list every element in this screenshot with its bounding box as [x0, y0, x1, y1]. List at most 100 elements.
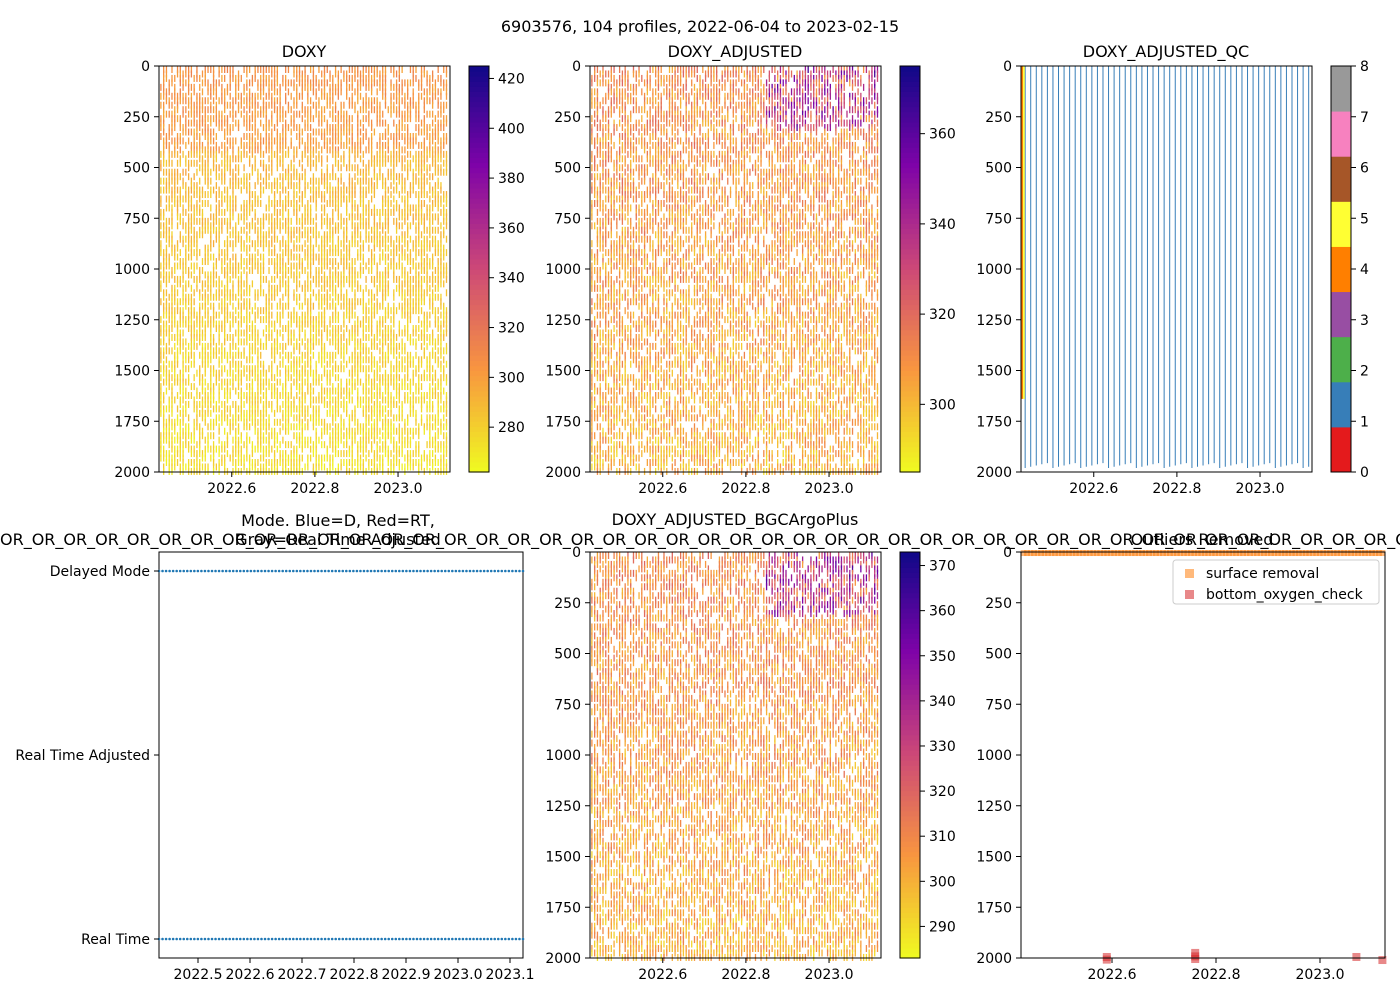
- profile-dash: [160, 396, 162, 404]
- profile-dash: [404, 177, 406, 185]
- profile-dash: [398, 329, 401, 337]
- profile-dash: [315, 405, 317, 413]
- profile-dash: [365, 369, 367, 377]
- profile-dash: [337, 405, 340, 413]
- profile-dash: [395, 356, 398, 364]
- profile-dash: [187, 240, 190, 248]
- profile-dash: [323, 137, 326, 145]
- profile-dash: [204, 445, 206, 453]
- profile-dash: [226, 124, 229, 132]
- profile-dash: [246, 320, 248, 328]
- profile-dash: [218, 414, 220, 422]
- profile-dash: [301, 427, 303, 435]
- profile-dash: [193, 374, 195, 382]
- profile-dash: [165, 298, 168, 306]
- profile-dash: [199, 325, 201, 333]
- profile-dash: [271, 463, 273, 471]
- profile-dash: [376, 441, 378, 449]
- profile-dash: [246, 132, 248, 140]
- profile-dash: [204, 159, 206, 167]
- profile-dash: [290, 351, 292, 359]
- profile-dash: [221, 266, 223, 274]
- profile-dash: [240, 400, 242, 408]
- profile-dash: [373, 70, 376, 78]
- profile-dash: [273, 74, 276, 82]
- profile-dash: [232, 436, 234, 444]
- profile-dash: [296, 74, 298, 82]
- profile-dash: [370, 101, 373, 109]
- profile-dash: [271, 182, 273, 190]
- profile-dash: [337, 244, 340, 252]
- profile-dash: [387, 235, 389, 243]
- profile-dash: [254, 66, 256, 73]
- profile-dash: [326, 173, 328, 181]
- profile-dash: [370, 106, 373, 114]
- profile-dash: [376, 450, 378, 458]
- profile-dash: [318, 293, 320, 301]
- profile-dash: [376, 400, 378, 408]
- profile-dash: [246, 141, 248, 149]
- profile-dash: [199, 467, 201, 475]
- profile-dash: [251, 463, 254, 471]
- profile-dash: [265, 418, 267, 426]
- profile-dash: [354, 88, 356, 96]
- profile-dash: [257, 441, 259, 449]
- profile-dash: [224, 186, 226, 194]
- profile-dash: [273, 351, 276, 359]
- profile-dash: [265, 427, 267, 435]
- profile-dash: [262, 240, 265, 248]
- profile-dash: [232, 70, 234, 78]
- profile-dash: [190, 177, 193, 185]
- profile-dash: [282, 383, 284, 391]
- profile-dash: [376, 271, 378, 279]
- profile-dash: [351, 436, 353, 444]
- profile-dash: [332, 168, 334, 176]
- profile-dash: [376, 70, 378, 78]
- profile-dash: [379, 79, 381, 87]
- profile-dash: [246, 445, 248, 453]
- profile-dash: [251, 110, 254, 118]
- profile-dash: [365, 83, 367, 91]
- profile-dash: [334, 132, 337, 140]
- profile-dash: [390, 338, 392, 346]
- profile-dash: [340, 347, 342, 355]
- profile-dash: [357, 320, 359, 328]
- profile-dash: [185, 159, 187, 167]
- profile-dash: [362, 79, 364, 87]
- profile-dash: [296, 463, 298, 471]
- profile-dash: [293, 191, 295, 199]
- profile-dash: [273, 418, 276, 426]
- profile-dash: [307, 463, 309, 471]
- profile-dash: [370, 249, 373, 257]
- profile-dash: [237, 427, 240, 435]
- profile-dash: [340, 253, 342, 261]
- profile-dash: [401, 66, 403, 73]
- profile-dash: [224, 459, 226, 467]
- profile-dash: [271, 329, 273, 337]
- profile-dash: [309, 356, 312, 364]
- profile-dash: [260, 74, 262, 82]
- profile-dash: [224, 115, 226, 123]
- profile-dash: [171, 186, 173, 194]
- profile-dash: [246, 436, 248, 444]
- profile-dash: [351, 177, 353, 185]
- profile-dash: [304, 208, 306, 216]
- profile-dash: [315, 266, 317, 274]
- profile-dash: [329, 356, 331, 364]
- profile-dash: [276, 155, 279, 163]
- profile-dash: [395, 374, 398, 382]
- profile-dash: [207, 173, 209, 181]
- profile-dash: [279, 342, 281, 350]
- profile-dash: [193, 217, 195, 225]
- profile-dash: [224, 392, 226, 400]
- profile-dash: [171, 347, 173, 355]
- profile-dash: [279, 316, 281, 324]
- profile-dash: [165, 186, 168, 194]
- profile-dash: [337, 88, 340, 96]
- profile-dash: [271, 369, 273, 377]
- profile-dash: [359, 168, 362, 176]
- profile-dash: [276, 115, 279, 123]
- profile-dash: [193, 132, 195, 140]
- profile-dash: [240, 226, 242, 234]
- profile-dash: [165, 436, 168, 444]
